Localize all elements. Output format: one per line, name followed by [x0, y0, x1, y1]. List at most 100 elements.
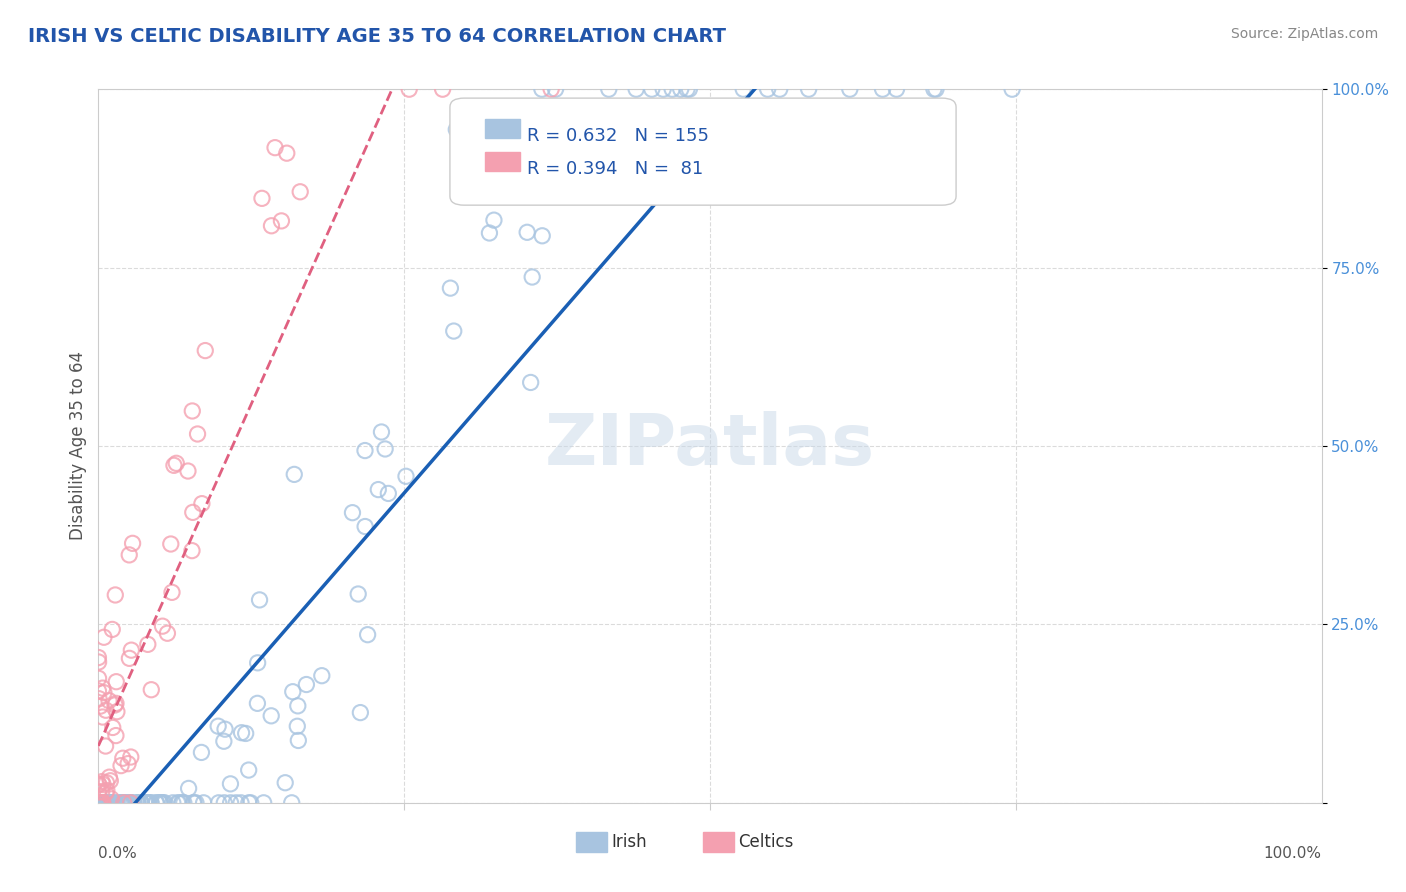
Point — [652, 82, 675, 96]
Point — [797, 82, 820, 96]
Point — [87, 650, 110, 665]
Point — [100, 796, 122, 810]
Point — [177, 464, 200, 478]
Point — [135, 796, 157, 810]
Point — [93, 630, 115, 644]
Point — [598, 82, 620, 96]
Point — [127, 796, 149, 810]
Point — [98, 770, 121, 784]
Point — [120, 643, 142, 657]
Point — [91, 681, 114, 695]
Text: ZIPatlas: ZIPatlas — [546, 411, 875, 481]
Point — [100, 796, 122, 810]
Point — [246, 697, 269, 711]
Point — [104, 698, 127, 712]
Point — [246, 656, 269, 670]
Point — [111, 751, 134, 765]
Text: IRISH VS CELTIC DISABILITY AGE 35 TO 64 CORRELATION CHART: IRISH VS CELTIC DISABILITY AGE 35 TO 64 … — [28, 27, 725, 45]
Point — [872, 82, 894, 96]
Point — [139, 796, 162, 810]
Point — [110, 758, 132, 772]
Point — [163, 458, 186, 473]
Point — [100, 792, 122, 806]
Point — [624, 82, 647, 96]
Point — [285, 719, 308, 733]
Point — [104, 729, 127, 743]
Point — [94, 786, 117, 800]
Point — [494, 180, 516, 194]
Point — [214, 722, 236, 736]
Point — [91, 796, 114, 810]
Point — [97, 796, 120, 810]
Point — [239, 796, 262, 810]
Point — [183, 796, 205, 810]
Point — [87, 796, 110, 810]
Point — [159, 537, 181, 551]
Point — [87, 796, 110, 810]
Point — [90, 796, 112, 810]
Point — [516, 225, 538, 239]
Point — [219, 796, 242, 810]
Point — [129, 796, 152, 810]
Point — [110, 796, 132, 810]
Point — [115, 796, 138, 810]
Point — [432, 82, 454, 96]
Point — [264, 141, 287, 155]
Point — [190, 746, 212, 760]
Point — [120, 750, 142, 764]
Point — [733, 82, 755, 96]
Point — [89, 796, 111, 810]
Point — [108, 796, 131, 810]
Point — [446, 122, 468, 136]
Point — [214, 796, 236, 810]
Point — [531, 228, 554, 243]
Point — [519, 376, 541, 390]
Point — [153, 796, 176, 810]
Point — [377, 486, 399, 500]
Point — [152, 619, 174, 633]
Point — [678, 82, 700, 96]
Point — [98, 773, 121, 788]
Point — [238, 763, 260, 777]
Point — [281, 684, 304, 698]
Point — [114, 796, 136, 810]
Text: 100.0%: 100.0% — [1264, 846, 1322, 861]
Point — [356, 628, 378, 642]
Point — [165, 456, 187, 470]
Point — [156, 626, 179, 640]
Point — [87, 655, 110, 669]
Point — [370, 425, 392, 439]
Point — [374, 442, 396, 456]
Point — [194, 343, 217, 358]
Point — [94, 739, 117, 753]
Point — [93, 685, 115, 699]
Point — [287, 698, 309, 713]
Point — [101, 623, 124, 637]
Point — [112, 796, 135, 810]
Point — [100, 796, 122, 810]
Point — [141, 682, 163, 697]
Point — [136, 796, 159, 810]
Point — [90, 784, 112, 798]
Point — [287, 733, 309, 747]
Point — [349, 706, 371, 720]
Point — [121, 796, 143, 810]
Point — [207, 719, 229, 733]
Point — [347, 587, 370, 601]
Point — [87, 796, 110, 810]
Point — [91, 796, 114, 810]
Point — [295, 677, 318, 691]
Point — [134, 796, 156, 810]
Point — [253, 796, 276, 810]
Point — [290, 185, 312, 199]
Point — [89, 796, 111, 810]
Point — [150, 796, 173, 810]
Point — [219, 777, 242, 791]
Point — [925, 82, 948, 96]
Point — [184, 796, 207, 810]
Point — [111, 796, 134, 810]
Point — [87, 796, 110, 810]
Point — [162, 796, 184, 810]
Point — [398, 82, 420, 96]
Point — [838, 82, 860, 96]
